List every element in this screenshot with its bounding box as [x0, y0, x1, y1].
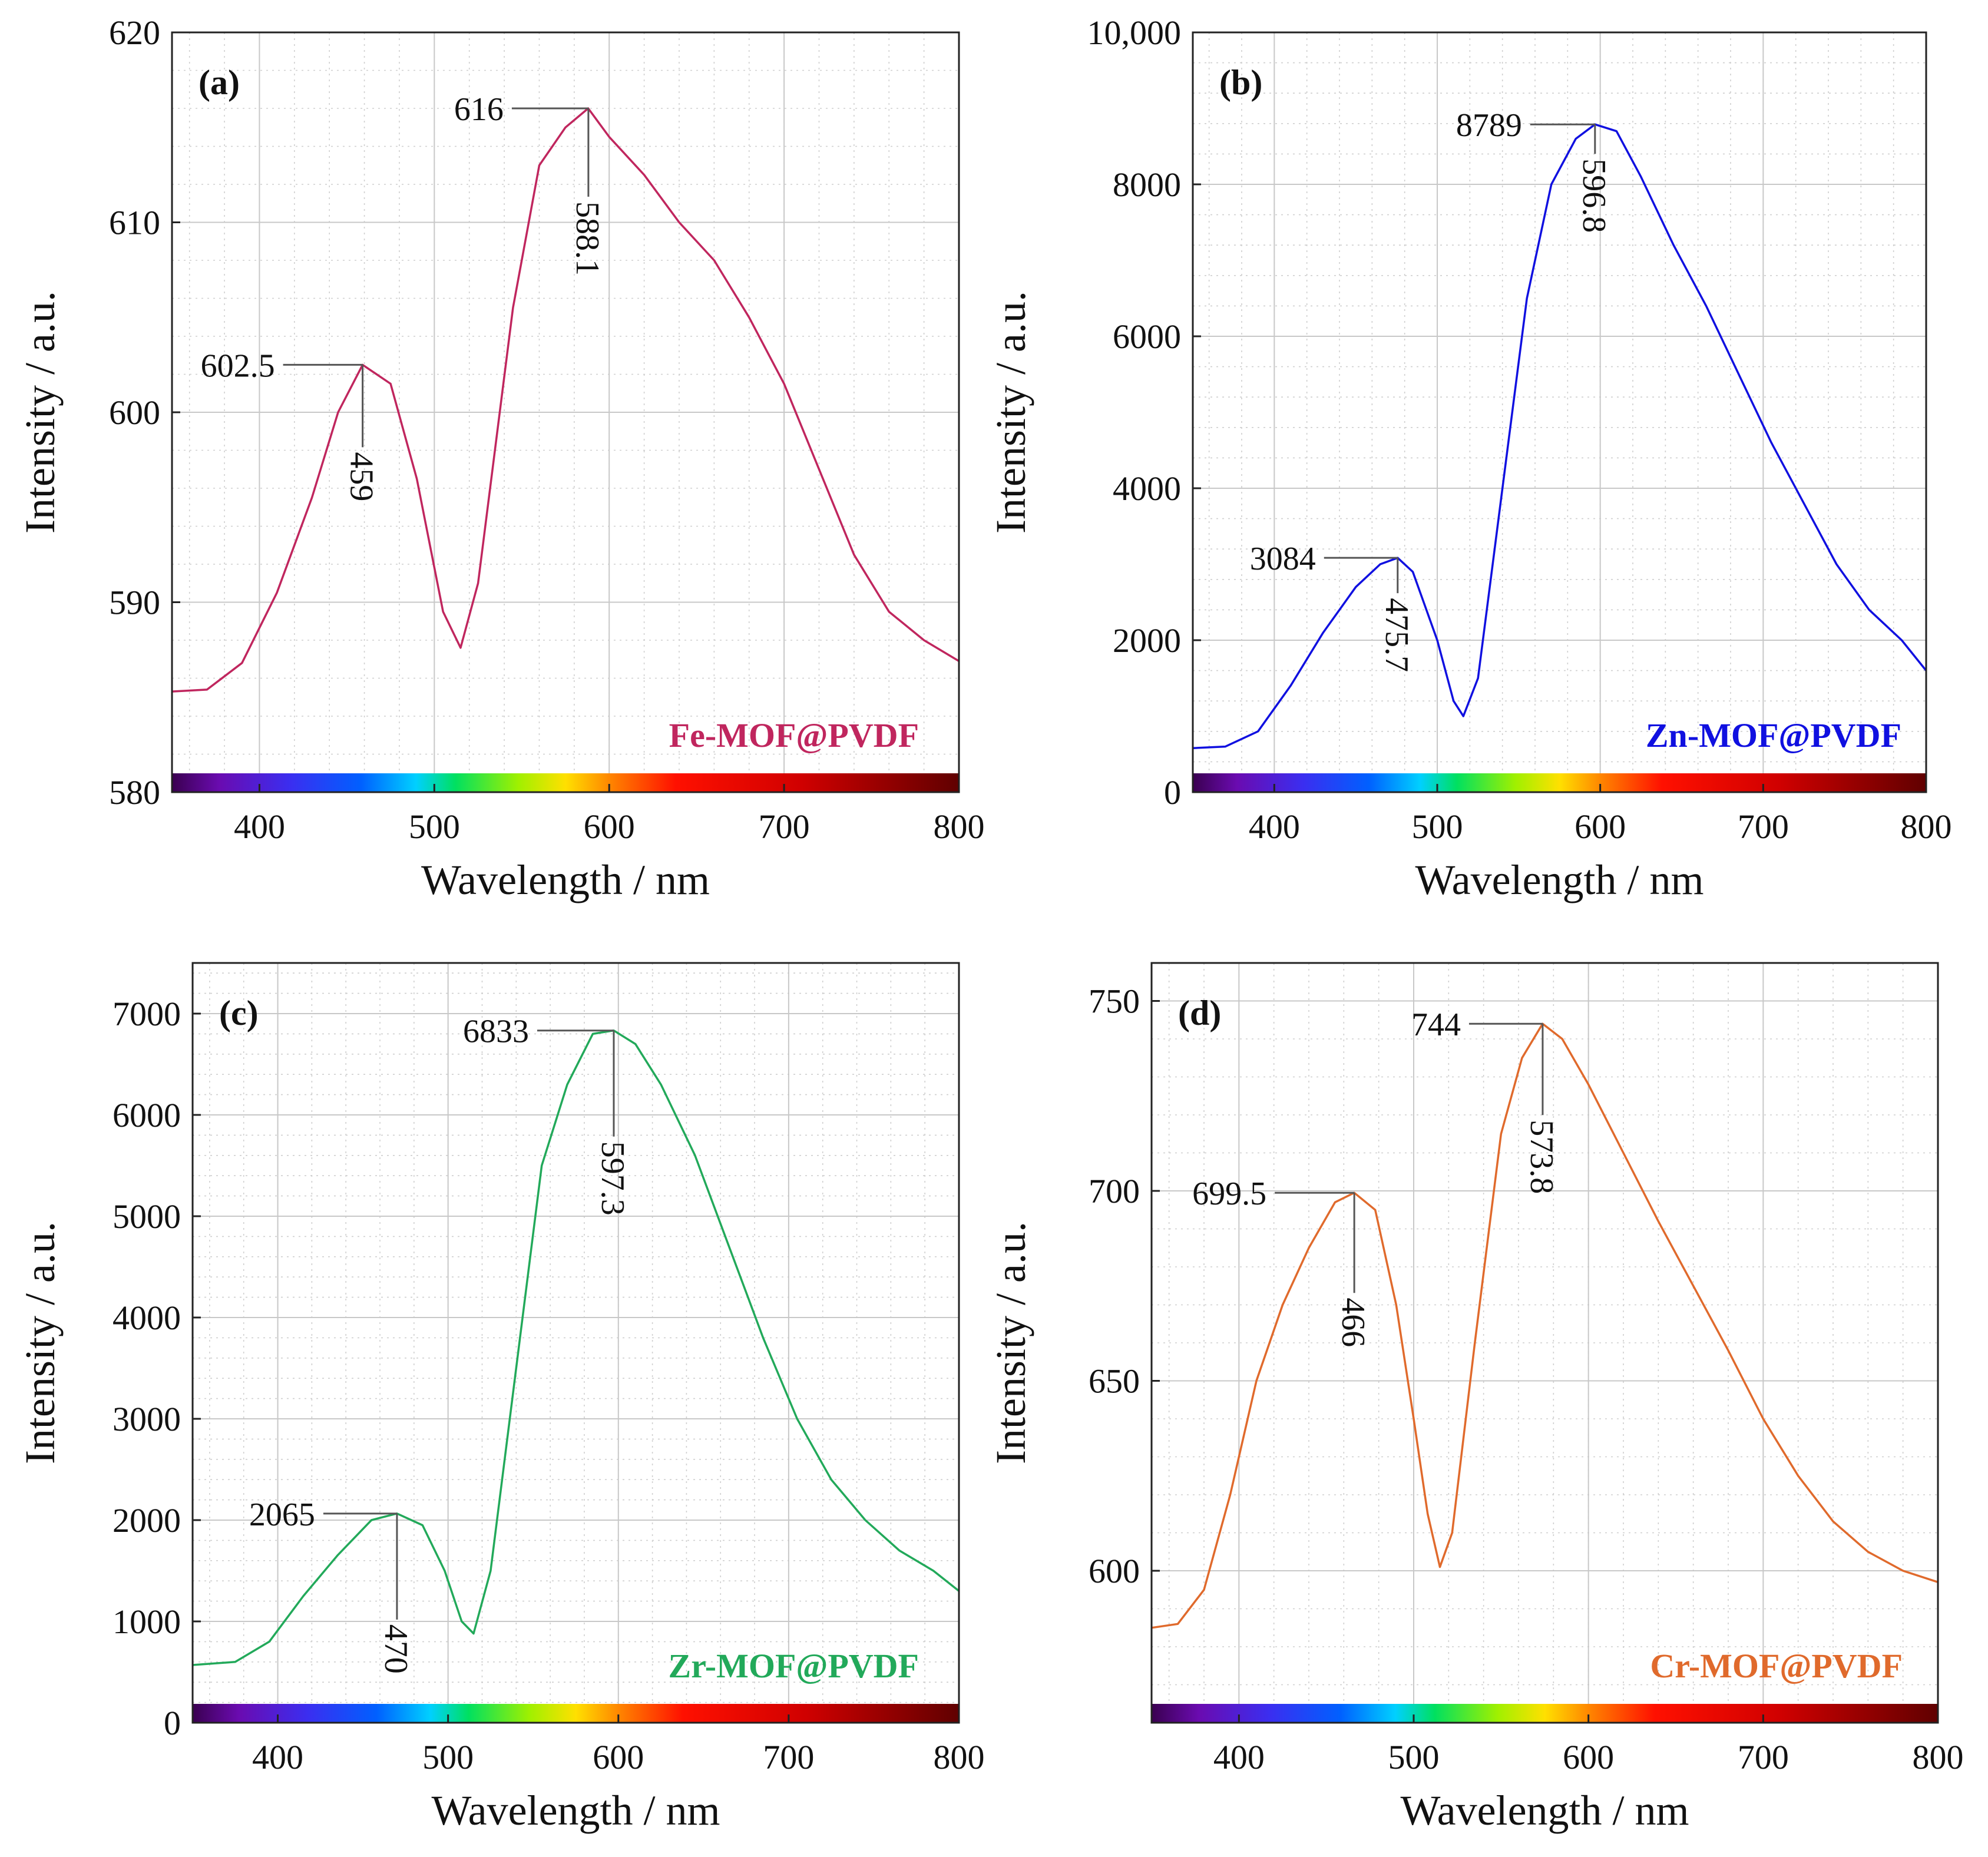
y-tick-label: 750: [1089, 982, 1140, 1021]
x-tick-label: 600: [1574, 807, 1626, 846]
spectrum-color-bar: [1152, 1704, 1938, 1723]
x-tick-label: 500: [1412, 807, 1463, 846]
y-tick-label: 0: [1164, 773, 1181, 812]
peak-intensity-label: 616: [454, 91, 504, 128]
chart-panel-a: 400 500 600 700 800 580 590 600 610 620 Wavelength…: [16, 14, 985, 903]
y-tick-label: 7000: [113, 995, 181, 1033]
y-tick-label: 8000: [1113, 165, 1181, 204]
x-tick-label: 400: [252, 1738, 303, 1776]
y-tick-label: 580: [109, 773, 160, 812]
panel-label: (b): [1219, 63, 1262, 102]
spectrum-color-bar: [172, 773, 959, 792]
y-axis-label: Intensity / a.u.: [987, 1222, 1034, 1464]
y-tick-label: 4000: [113, 1299, 181, 1337]
x-tick-label: 400: [1213, 1738, 1265, 1776]
x-tick-label: 400: [234, 807, 285, 846]
peak-wavelength-label: 459: [343, 452, 380, 501]
x-tick-label: 600: [584, 807, 635, 846]
panel-label: (d): [1178, 994, 1221, 1032]
peak-wavelength-label: 470: [378, 1624, 414, 1674]
y-tick-label: 590: [109, 584, 160, 622]
legend-label: Fe-MOF@PVDF: [669, 716, 919, 754]
y-tick-label: 5000: [113, 1197, 181, 1236]
y-tick-label: 620: [109, 14, 160, 52]
x-tick-label: 700: [1738, 807, 1789, 846]
x-tick-label: 700: [759, 807, 810, 846]
y-tick-label: 3000: [113, 1400, 181, 1438]
chart-panel-c: 400 500 600 700 800 0 1000 2000 3000 4000 5000 6000…: [16, 962, 985, 1834]
x-tick-label: 500: [1388, 1738, 1440, 1776]
peak-wavelength-label: 475.7: [1378, 598, 1415, 672]
series-line: [1192, 123, 1927, 749]
y-tick-label: 10,000: [1087, 14, 1182, 52]
x-axis-label: Wavelength / nm: [431, 1787, 720, 1834]
spectrum-color-bar: [1193, 773, 1926, 792]
x-tick-label: 800: [934, 807, 985, 846]
peak-wavelength-label: 466: [1335, 1297, 1371, 1347]
x-tick-label: 800: [934, 1738, 985, 1776]
y-axis-label: Intensity / a.u.: [16, 291, 64, 534]
y-axis-label: Intensity / a.u.: [16, 1222, 64, 1464]
y-tick-label: 650: [1089, 1362, 1140, 1401]
peak-intensity-label: 2065: [249, 1497, 315, 1533]
y-tick-label: 700: [1089, 1172, 1140, 1210]
chart-panel-d: 400 500 600 700 800 600 650 700 750 Wavelength / …: [987, 962, 1964, 1834]
x-tick-label: 500: [422, 1738, 474, 1776]
x-axis-label: Wavelength / nm: [421, 856, 710, 903]
y-tick-label: 600: [109, 393, 160, 432]
panel-label: (c): [219, 994, 259, 1032]
y-tick-label: 6000: [113, 1096, 181, 1134]
x-tick-label: 400: [1249, 807, 1300, 846]
y-tick-label: 600: [1089, 1552, 1140, 1590]
plot-frame: [1150, 962, 1939, 1724]
peak-wavelength-label: 596.8: [1576, 158, 1612, 233]
plot-frame: [191, 962, 960, 1724]
x-tick-label: 600: [593, 1738, 644, 1776]
peak-wavelength-label: 588.1: [569, 201, 606, 276]
x-tick-label: 800: [1913, 1738, 1964, 1776]
x-tick-label: 600: [1563, 1738, 1614, 1776]
spectrum-color-bar: [193, 1704, 959, 1723]
x-tick-label: 800: [1901, 807, 1952, 846]
y-tick-label: 610: [109, 204, 160, 242]
peak-wavelength-label: 597.3: [594, 1141, 631, 1216]
y-tick-label: 4000: [1113, 469, 1181, 508]
plot-frame: [1192, 31, 1927, 793]
chart-panel-b: 400 500 600 700 8000200040006000800010,000Wa…: [987, 14, 1952, 903]
y-tick-label: 6000: [1113, 317, 1181, 356]
series-line: [171, 107, 960, 693]
y-tick-label: 2000: [1113, 621, 1181, 660]
x-axis-label: Wavelength / nm: [1415, 856, 1703, 903]
y-tick-label: 0: [164, 1704, 181, 1742]
peak-intensity-label: 6833: [463, 1014, 529, 1050]
panel-label: (a): [199, 63, 240, 102]
y-axis-label: Intensity / a.u.: [987, 291, 1034, 534]
y-tick-label: 1000: [113, 1603, 181, 1641]
x-tick-label: 500: [409, 807, 460, 846]
series-line: [192, 1029, 960, 1666]
series-line: [1151, 1022, 1939, 1629]
x-axis-label: Wavelength / nm: [1400, 1787, 1689, 1834]
peak-intensity-label: 744: [1411, 1007, 1461, 1043]
legend-label: Zn-MOF@PVDF: [1646, 716, 1901, 754]
peak-intensity-label: 602.5: [201, 347, 275, 384]
peak-intensity-label: 3084: [1250, 541, 1316, 577]
peak-intensity-label: 699.5: [1192, 1176, 1266, 1212]
x-tick-label: 700: [763, 1738, 814, 1776]
peak-intensity-label: 8789: [1456, 107, 1522, 144]
x-tick-label: 700: [1738, 1738, 1789, 1776]
legend-label: Cr-MOF@PVDF: [1650, 1647, 1903, 1685]
legend-label: Zr-MOF@PVDF: [669, 1647, 919, 1685]
y-tick-label: 2000: [113, 1501, 181, 1540]
peak-wavelength-label: 573.8: [1523, 1120, 1560, 1194]
